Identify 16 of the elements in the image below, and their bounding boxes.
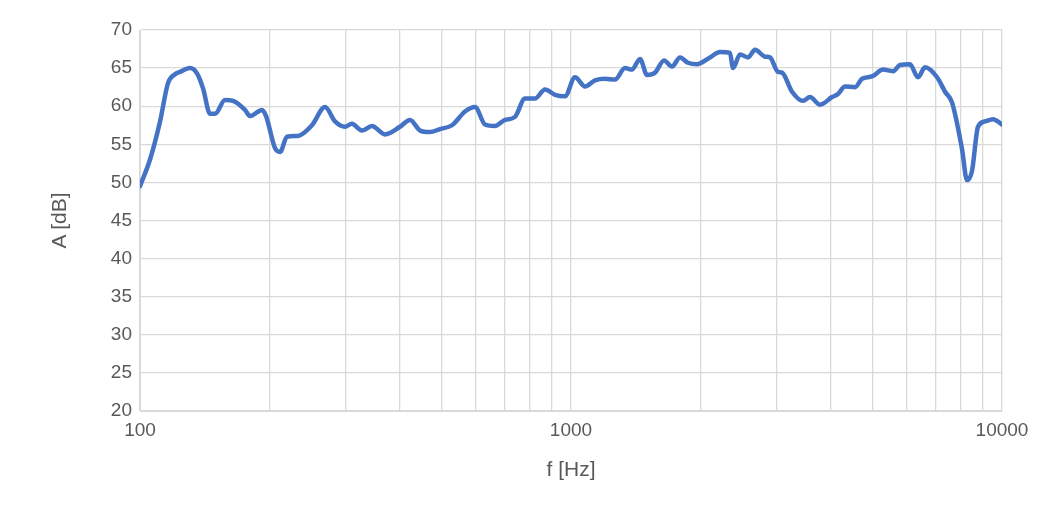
y-tick-label: 40 (110, 246, 132, 268)
y-tick-label: 65 (110, 56, 132, 78)
y-tick-label: 50 (110, 170, 132, 192)
y-tick-label: 35 (110, 284, 132, 306)
y-tick-label: 30 (110, 323, 132, 345)
x-axis-title: f [Hz] (546, 457, 596, 481)
y-tick-label: 20 (110, 399, 132, 421)
y-tick-label: 70 (110, 18, 132, 40)
x-tick-label: 1000 (549, 418, 593, 440)
y-axis-title: A [dB] (47, 192, 71, 249)
x-tick-label: 100 (124, 418, 156, 440)
y-tick-label: 25 (110, 361, 132, 383)
y-tick-label: 45 (110, 208, 132, 230)
x-tick-label: 10000 (975, 418, 1029, 440)
y-tick-label: 60 (110, 94, 132, 116)
y-tick-label: 55 (110, 132, 132, 154)
